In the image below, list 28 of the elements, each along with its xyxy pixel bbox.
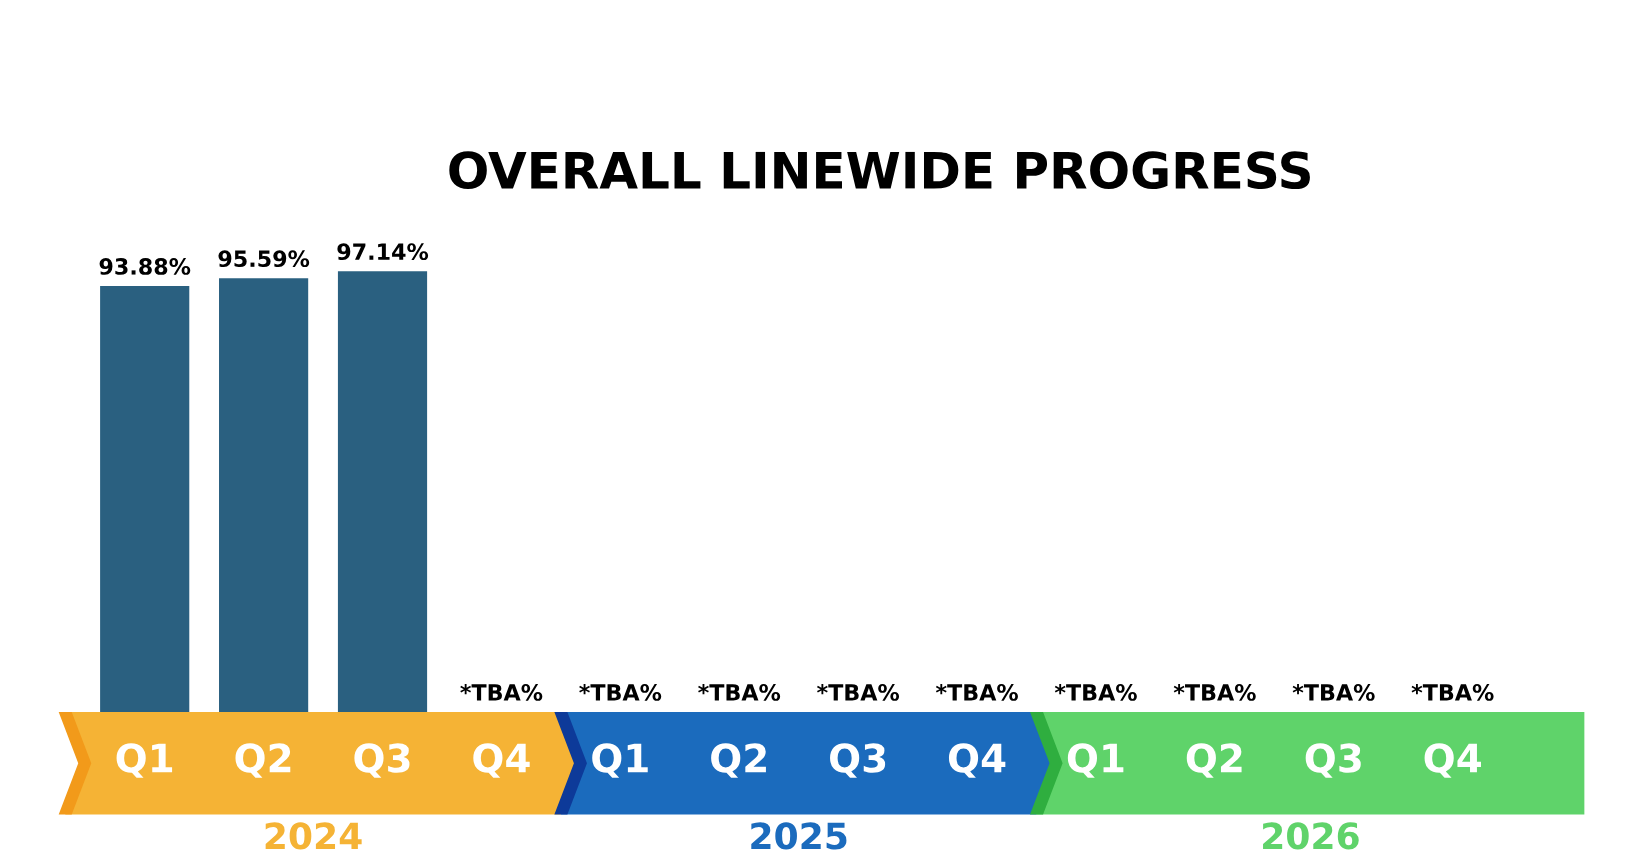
x-tick-label: Q2 [711, 743, 766, 778]
x-tick-label: Q4 [1424, 743, 1481, 778]
x-tick-label: Q2 [235, 743, 291, 778]
text: 2024 [265, 822, 362, 850]
text: *TBA% [579, 684, 662, 701]
x-tick-label: Q4 [948, 743, 1006, 778]
x-tick-label: Q4 [473, 743, 530, 778]
x-tick-label: Q3 [1305, 743, 1361, 778]
x-tick-label: Q3 [830, 743, 886, 778]
data-label: 95.59% [218, 250, 310, 268]
x-tick-label: Q1 [592, 743, 648, 778]
text: *TBA% [1411, 684, 1494, 701]
text: *TBA% [1292, 684, 1375, 701]
text: *TBA% [1173, 684, 1256, 701]
x-tick-label: Q1 [1067, 743, 1124, 778]
x-tick-label: Q2 [1186, 743, 1242, 778]
text: 2026 [1263, 822, 1359, 850]
x-tick-label: Q3 [354, 743, 410, 778]
text: *TBA% [460, 684, 543, 701]
text: *TBA% [817, 684, 900, 701]
data-label: 93.88% [99, 258, 191, 275]
text: *TBA% [698, 684, 781, 701]
data-label: 97.14% [337, 243, 429, 261]
chart-title: OVERALL LINEWIDE PROGRESS [449, 151, 1310, 190]
text: *TBA% [1054, 684, 1137, 701]
text: *TBA% [935, 684, 1018, 701]
x-tick-label: Q1 [116, 743, 173, 778]
text: 2025 [751, 822, 847, 850]
